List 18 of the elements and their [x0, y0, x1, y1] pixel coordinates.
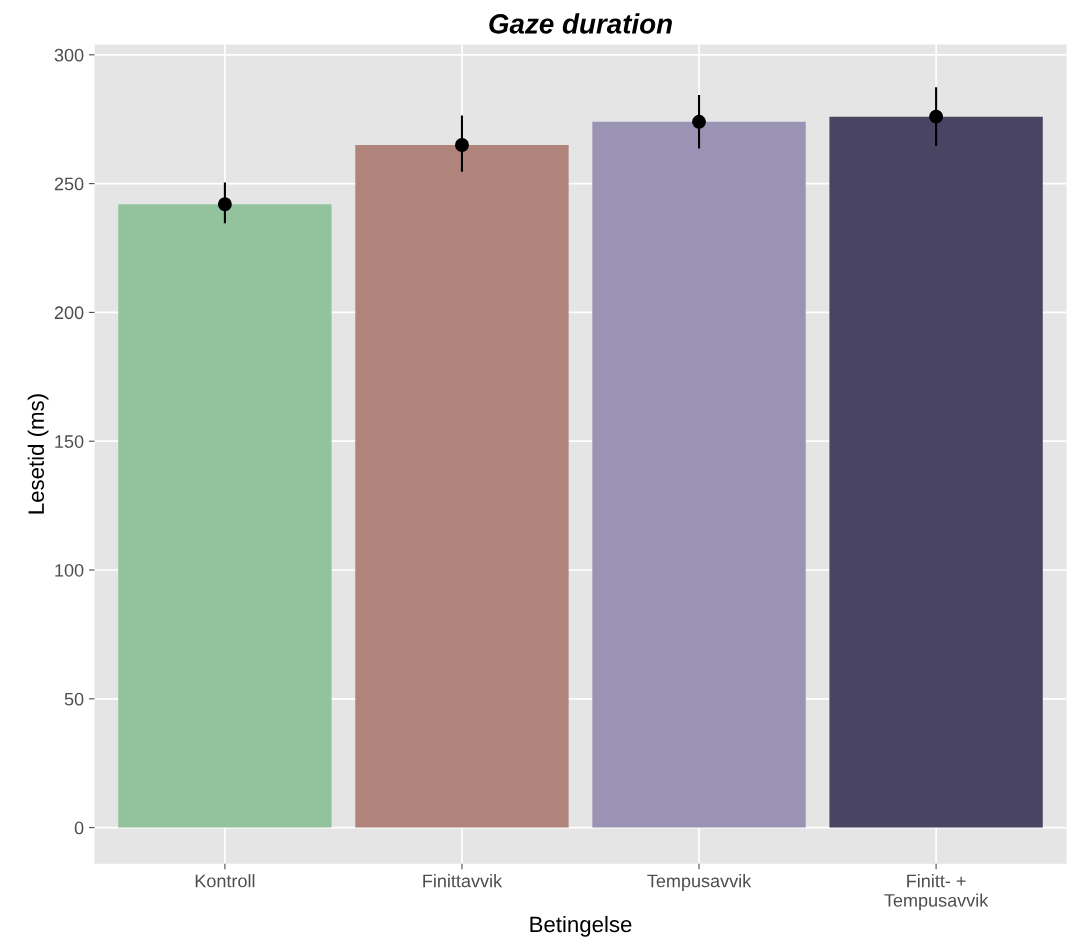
y-tick-label: 50	[64, 692, 84, 706]
point	[692, 114, 706, 129]
point	[217, 197, 232, 212]
y-tick-label: 300	[54, 48, 84, 62]
x-tick-label: Tempusavvik	[647, 874, 752, 891]
point	[929, 109, 944, 124]
y-axis-title: Lesetid (ms)	[27, 394, 49, 514]
y-tick-label: 250	[54, 177, 84, 191]
x-tick-label: Kontroll	[195, 874, 255, 888]
x-tick-label: Finitt- + Tempusavvik	[884, 874, 989, 911]
y-tick-label: 100	[55, 563, 84, 577]
x-tick-label: Finittavvik	[423, 874, 503, 888]
chart-title: Gaze duration	[489, 13, 672, 34]
y-tick-label: 0	[74, 821, 84, 835]
y-tick-label: 150	[55, 435, 84, 448]
y-tick-label: 200	[54, 306, 84, 320]
point	[455, 138, 469, 152]
x-axis-title: Betingelse	[530, 915, 632, 937]
